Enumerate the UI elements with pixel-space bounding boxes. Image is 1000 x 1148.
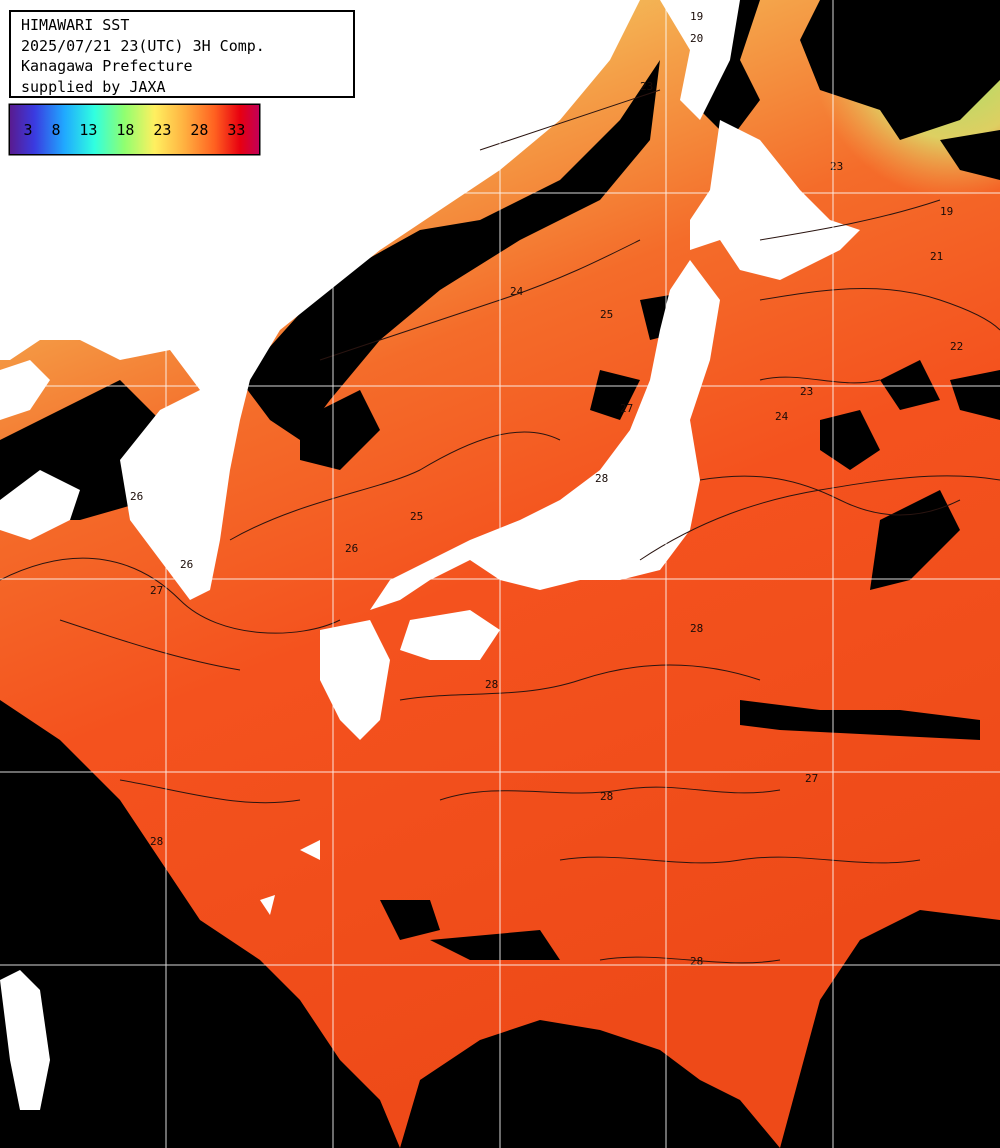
legend-tick: 18 <box>116 120 135 139</box>
legend-colorbar <box>8 103 261 156</box>
contour-label: 25 <box>410 510 423 523</box>
contour-label: 22 <box>950 340 963 353</box>
contour-label: 26 <box>345 542 358 555</box>
contour-labels: 19 19 20 21 22 23 23 23 24 24 25 25 26 2… <box>130 10 963 968</box>
credit-line: supplied by JAXA <box>21 77 166 96</box>
legend-tick: 13 <box>79 120 98 139</box>
contour-label: 26 <box>130 490 143 503</box>
contour-label: 28 <box>150 835 163 848</box>
legend-tick-labels: 3 8 13 18 23 28 33 <box>9 104 260 155</box>
legend-tick: 23 <box>153 120 172 139</box>
contour-label: 28 <box>595 472 608 485</box>
contour-label: 25 <box>600 308 613 321</box>
contour-lines <box>0 89 1000 964</box>
contour-label: 23 <box>800 385 813 398</box>
contour-label: 23 <box>640 80 653 93</box>
legend-tick: 28 <box>190 120 209 139</box>
contour-label: 28 <box>485 678 498 691</box>
legend-tick: 8 <box>51 120 61 139</box>
contour-label: 26 <box>180 558 193 571</box>
contour-label: 21 <box>930 250 943 263</box>
contour-label: 19 <box>690 10 703 23</box>
contour-label: 27 <box>150 584 163 597</box>
contour-label: 19 <box>940 205 953 218</box>
contour-label: 27 <box>620 402 633 415</box>
contour-label: 23 <box>830 160 843 173</box>
contour-label: 20 <box>690 32 703 45</box>
title-box: HIMAWARI SST 2025/07/21 23(UTC) 3H Comp.… <box>9 10 355 98</box>
contour-label: 28 <box>600 790 613 803</box>
contour-label: 27 <box>805 772 818 785</box>
legend-tick: 3 <box>23 120 33 139</box>
region-line: Kanagawa Prefecture <box>21 57 193 75</box>
contour-label: 24 <box>775 410 789 423</box>
title-line: HIMAWARI SST <box>21 16 130 34</box>
datetime-line: 2025/07/21 23(UTC) 3H Comp. <box>21 36 265 55</box>
contour-label: 28 <box>690 955 703 968</box>
legend-tick: 33 <box>227 120 246 139</box>
contour-label: 24 <box>510 285 524 298</box>
contour-label: 28 <box>690 622 703 635</box>
